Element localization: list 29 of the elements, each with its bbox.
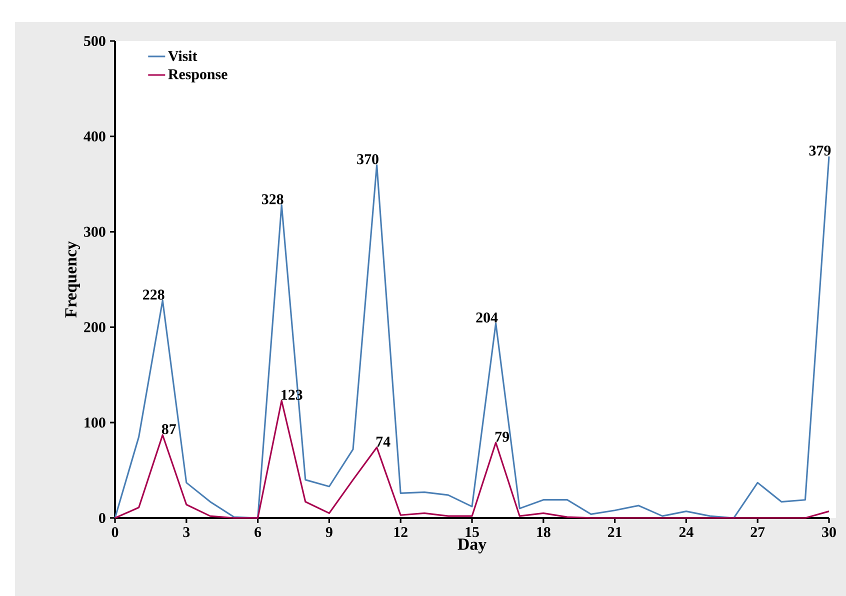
- y-axis-title: Frequency: [65, 241, 80, 318]
- data-label: 370: [357, 154, 378, 164]
- x-tick-label: 15: [466, 527, 479, 538]
- x-tick-label: 3: [183, 527, 190, 538]
- x-tick-label: 30: [822, 527, 836, 538]
- y-tick-label: 0: [99, 512, 106, 524]
- x-tick-label: 12: [394, 527, 408, 537]
- data-label: 74: [376, 436, 390, 447]
- y-tick-label: 300: [84, 226, 106, 237]
- x-axis-title: Day: [458, 538, 486, 554]
- data-label: 328: [262, 194, 284, 204]
- data-label: 79: [495, 432, 510, 442]
- x-tick-label: 6: [254, 527, 262, 538]
- data-label: 228: [143, 290, 164, 300]
- x-tick-label: 18: [537, 527, 550, 538]
- legend-label: Visit: [168, 50, 198, 62]
- x-tick-label: 0: [112, 527, 118, 538]
- data-label: 204: [476, 312, 498, 323]
- data-label: 379: [809, 146, 831, 156]
- legend-label: Response: [168, 69, 228, 82]
- y-tick-label: 100: [84, 418, 106, 428]
- data-label: 87: [162, 424, 176, 434]
- y-tick-label: 200: [84, 322, 106, 332]
- x-tick-label: 27: [750, 527, 765, 537]
- y-tick-label: 400: [84, 131, 106, 142]
- x-tick-label: 9: [326, 527, 332, 538]
- y-tick-label: 500: [84, 36, 106, 46]
- x-tick-label: 24: [679, 527, 694, 537]
- x-tick-label: 21: [608, 527, 622, 537]
